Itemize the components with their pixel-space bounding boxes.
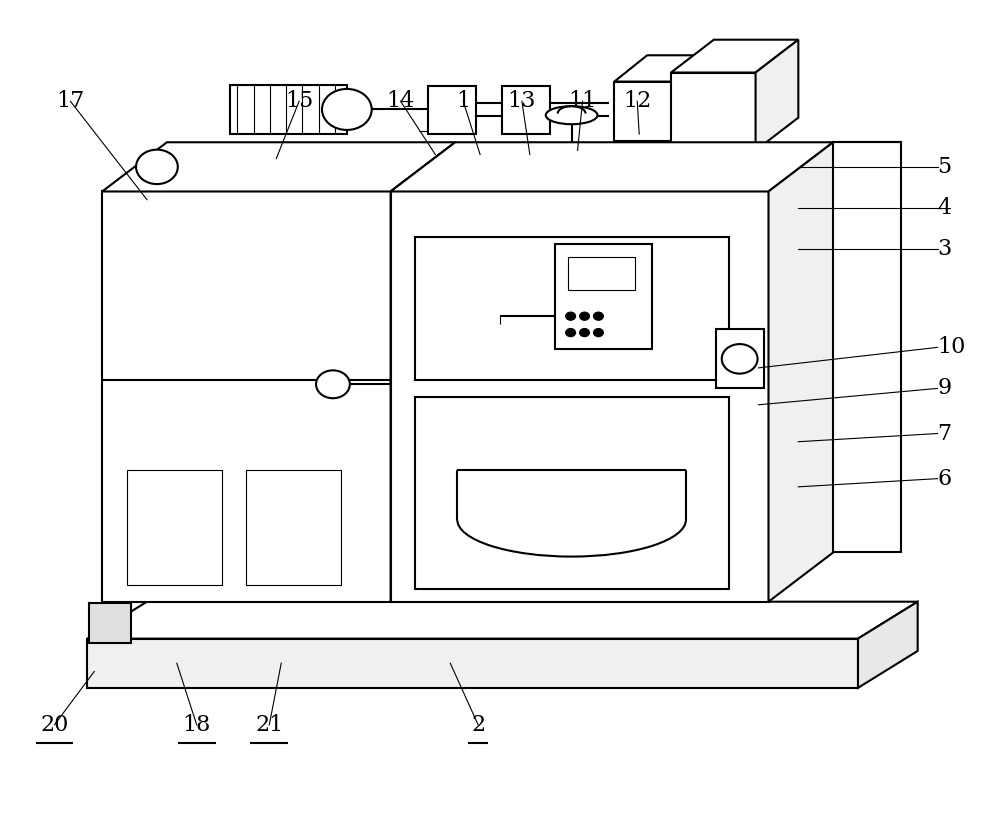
Polygon shape [676,55,709,140]
Circle shape [322,89,372,130]
Polygon shape [391,142,455,601]
Circle shape [580,329,590,337]
Circle shape [566,312,576,320]
Polygon shape [614,55,709,82]
Circle shape [722,344,758,373]
Text: 20: 20 [40,714,69,736]
Text: 2: 2 [471,714,485,736]
Text: 18: 18 [183,714,211,736]
Polygon shape [858,601,918,688]
Bar [415,236,729,380]
Bar [246,471,341,586]
Polygon shape [756,40,798,150]
Circle shape [566,329,576,337]
Text: 3: 3 [938,238,952,260]
Bar [833,142,901,553]
Bar [671,73,756,150]
Text: 5: 5 [938,156,952,178]
Circle shape [593,312,603,320]
Bar [87,638,858,688]
Text: 9: 9 [938,377,952,400]
Bar [230,85,347,134]
Text: 10: 10 [938,336,966,358]
Text: 15: 15 [285,90,313,112]
Bar [555,244,652,349]
Circle shape [580,312,590,320]
Bar [89,603,131,643]
Polygon shape [769,142,833,601]
Text: 14: 14 [386,90,415,112]
Polygon shape [391,142,833,192]
Text: 7: 7 [938,423,952,444]
Bar [415,396,729,590]
Text: 6: 6 [938,468,952,490]
Text: 4: 4 [938,197,952,219]
Circle shape [593,329,603,337]
Text: 11: 11 [568,90,597,112]
Text: 12: 12 [623,90,651,112]
Polygon shape [87,601,918,638]
Bar [614,82,676,140]
Ellipse shape [546,107,597,124]
Circle shape [136,150,178,184]
Circle shape [316,370,350,398]
Polygon shape [102,142,455,192]
Bar [716,330,764,388]
Bar [102,192,391,601]
Bar [568,257,635,290]
Text: 13: 13 [508,90,536,112]
Text: 1: 1 [456,90,470,112]
Bar [127,471,222,586]
Text: 21: 21 [255,714,283,736]
Text: 17: 17 [56,90,85,112]
Bar [502,87,550,134]
Polygon shape [671,40,798,73]
Bar [428,87,476,134]
Bar [391,192,768,601]
